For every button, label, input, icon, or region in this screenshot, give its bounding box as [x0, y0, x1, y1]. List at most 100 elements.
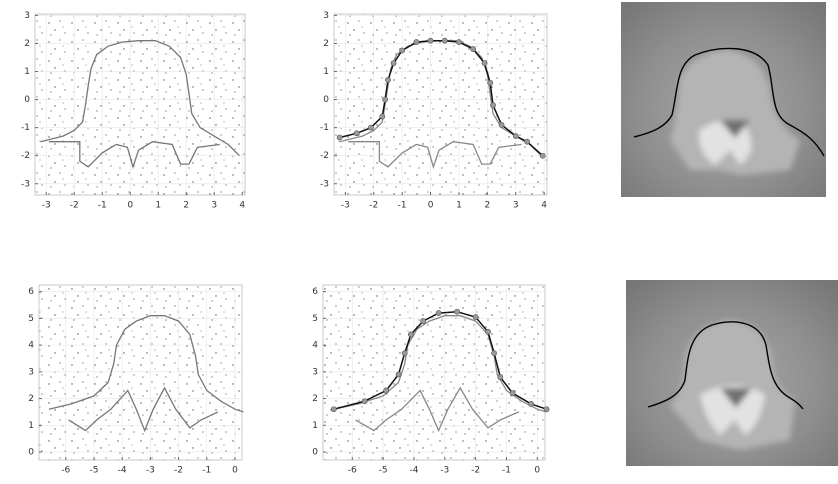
plot: -3 -2 -1 0 1 2 3 4 -3 -2 -1 0 1 2 3 [320, 11, 548, 211]
control-point [353, 130, 360, 137]
control-point [454, 308, 461, 315]
control-point [382, 96, 389, 103]
y-tick-label: 0 [323, 95, 329, 105]
control-point [524, 138, 531, 145]
x-tick-label: -3 [440, 466, 449, 476]
x-tick-label: 3 [211, 201, 217, 211]
control-point [401, 350, 408, 357]
y-tick-label: 5 [28, 314, 34, 324]
y-tick-label: 3 [312, 367, 318, 377]
y-tick-label: 4 [312, 341, 318, 351]
control-point [498, 121, 505, 128]
y-tick-label: 2 [24, 39, 30, 49]
x-tick-label: 4 [239, 201, 245, 211]
control-point [497, 374, 504, 381]
control-point [472, 314, 479, 320]
curve [348, 141, 522, 170]
x-tick-label: -6 [348, 466, 357, 476]
control-point [368, 124, 374, 131]
y-tick-label: 3 [28, 367, 34, 377]
x-tick-label: 4 [541, 201, 547, 211]
y-tick-label: -2 [21, 151, 30, 161]
x-tick-label: 2 [484, 201, 490, 211]
curve [355, 386, 520, 433]
control-point [379, 113, 386, 120]
y-tick-label: 1 [28, 421, 34, 431]
control-point [435, 310, 442, 316]
x-tick-label: -1 [398, 201, 407, 211]
control-point [420, 318, 427, 324]
x-tick-label: 2 [183, 201, 189, 211]
curve [48, 315, 244, 413]
curve [333, 310, 547, 410]
y-tick-label: 0 [312, 447, 318, 457]
y-tick-label: 1 [312, 421, 318, 431]
curve [68, 386, 219, 433]
curve [49, 141, 220, 170]
y-tick-label: 0 [28, 447, 34, 457]
plot: -3 -2 -1 0 1 2 3 4 -3 -2 -1 0 1 2 3 [21, 11, 246, 211]
control-point [395, 371, 402, 378]
y-tick-label: -1 [320, 123, 329, 133]
y-tick-label: -2 [320, 151, 329, 161]
x-tick-label: -2 [471, 466, 480, 476]
control-point [481, 60, 488, 67]
control-point [512, 133, 519, 139]
y-tick-label: -3 [21, 179, 30, 189]
plot-area [322, 284, 546, 461]
control-point [456, 39, 462, 45]
control-point [491, 350, 498, 357]
y-tick-label: 3 [323, 11, 329, 21]
control-point [330, 406, 337, 413]
x-tick-label: -5 [379, 466, 388, 476]
control-point [543, 406, 550, 413]
y-tick-label: 6 [28, 287, 34, 297]
x-tick-label: -2 [369, 201, 378, 211]
x-tick-label: 3 [513, 201, 519, 211]
curve [333, 315, 547, 413]
x-tick-label: 1 [456, 201, 462, 211]
control-point [336, 134, 343, 141]
control-point [399, 47, 406, 54]
control-point [509, 390, 516, 397]
control-point [383, 387, 390, 394]
x-tick-label: -3 [341, 201, 350, 211]
control-point [490, 102, 496, 109]
control-point [385, 77, 391, 83]
x-tick-label: -1 [202, 466, 211, 476]
control-point [528, 400, 535, 407]
x-tick-label: -3 [146, 466, 155, 476]
x-tick-label: 0 [232, 466, 238, 476]
y-tick-label: 5 [312, 314, 318, 324]
y-tick-label: 2 [28, 394, 34, 404]
x-tick-label: -4 [118, 466, 127, 476]
control-point [470, 46, 477, 52]
x-tick-label: -2 [174, 466, 183, 476]
x-tick-label: -3 [42, 201, 51, 211]
x-tick-label: -6 [61, 466, 70, 476]
x-tick-label: 1 [155, 201, 161, 211]
plot-area [38, 284, 243, 461]
y-tick-label: 3 [24, 11, 30, 21]
control-point [407, 331, 414, 338]
y-tick-label: -1 [21, 123, 30, 133]
control-point [539, 152, 546, 159]
control-point [427, 37, 434, 44]
plot-area [34, 13, 246, 196]
plot-area [333, 13, 548, 196]
y-tick-label: 0 [24, 95, 30, 105]
ct-image-bottom [626, 280, 838, 466]
x-tick-label: 0 [127, 201, 133, 211]
y-tick-label: 1 [323, 67, 329, 77]
control-point [485, 328, 491, 335]
y-tick-label: 2 [323, 39, 329, 49]
control-point [361, 398, 368, 405]
y-tick-label: 6 [312, 287, 318, 297]
ct-image-top [621, 2, 826, 197]
x-tick-label: -1 [502, 466, 511, 476]
x-tick-label: -4 [409, 466, 418, 476]
y-tick-label: 1 [24, 67, 30, 77]
x-tick-label: -5 [89, 466, 98, 476]
control-point [413, 39, 420, 45]
